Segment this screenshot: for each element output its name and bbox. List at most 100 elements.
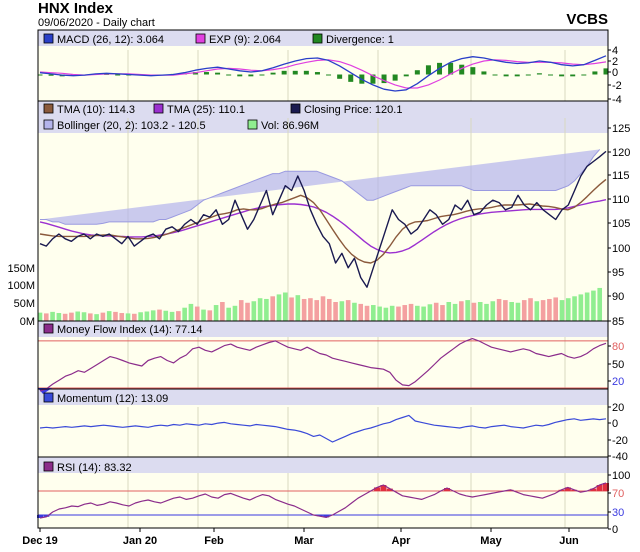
volume-bar	[352, 302, 357, 321]
rsi-overbought-fill	[444, 488, 451, 491]
mom-legend-swatch	[43, 392, 54, 403]
macd-divergence-bar	[203, 72, 209, 75]
macd-divergence-bar	[237, 74, 243, 77]
price-ytick-label: 105	[612, 218, 630, 230]
x-tick-label: Jan 20	[123, 535, 157, 547]
price-ytick-label: 90	[612, 291, 624, 303]
rsi-overbought-fill	[380, 485, 387, 491]
momentum-ytick-label: 20	[612, 402, 624, 414]
macd-divergence-bar	[503, 74, 509, 77]
tma25-legend-swatch	[153, 103, 164, 114]
volume-tick-label: 100M	[7, 280, 35, 292]
macd-divergence-bar	[559, 74, 565, 77]
boll-legend-label: Bollinger (20, 2): 103.2 - 120.5	[57, 120, 206, 132]
macd-divergence-bar	[303, 70, 309, 75]
rsi-overbought-fill	[603, 483, 609, 491]
brand-label: VCBS	[566, 11, 608, 28]
volume-bar	[402, 305, 408, 321]
volume-bar	[301, 298, 307, 321]
momentum-line	[39, 414, 607, 443]
macd-ytick-label: -4	[612, 94, 622, 106]
macd-divergence-bar	[536, 73, 542, 75]
volume-bar	[94, 314, 99, 321]
volume-bar	[314, 300, 320, 321]
volume-bar	[433, 302, 439, 321]
volume-bar	[565, 298, 571, 321]
macd-divergence-bar	[270, 72, 276, 75]
volume-bar	[37, 312, 43, 321]
volume-bar	[276, 294, 282, 321]
macd-divergence-bar	[548, 74, 554, 76]
volume-bar	[339, 301, 345, 321]
x-tick-label: Jun	[559, 535, 579, 547]
price-ytick-label: 120	[612, 147, 630, 159]
volume-bar	[371, 305, 376, 321]
volume-bar	[157, 309, 162, 321]
volume-bar	[459, 301, 464, 321]
macd-divergence-bar	[392, 74, 398, 81]
volume-bar	[75, 311, 81, 321]
rsi-ytick-label: 30	[612, 507, 624, 519]
macd-divergence-bar	[226, 74, 232, 76]
volume-bar	[358, 303, 364, 321]
volume-bar	[289, 297, 294, 321]
mfi-legend-label: Money Flow Index (14): 77.14	[57, 324, 203, 336]
volume-bar	[138, 312, 143, 321]
volume-bar	[188, 303, 194, 321]
rsi-oversold-fill	[43, 515, 50, 517]
rsi-overbought-fill	[374, 487, 381, 491]
exp-legend-swatch	[195, 33, 206, 44]
macd-divergence-bar	[570, 74, 576, 77]
volume-bar	[213, 305, 219, 321]
close-legend-swatch	[290, 103, 301, 114]
tma25-line	[39, 199, 607, 254]
volume-bar	[220, 302, 225, 321]
volume-bar	[364, 305, 370, 321]
rsi-ytick-label: 100	[612, 470, 630, 482]
div-legend-swatch	[312, 33, 323, 44]
volume-bar	[515, 302, 521, 321]
macd-divergence-bar	[459, 64, 465, 75]
macd-divergence-bar	[481, 71, 487, 75]
price-ytick-label: 115	[612, 170, 630, 182]
tma25-legend-label: TMA (25): 110.1	[167, 104, 245, 116]
volume-tick-label: 150M	[7, 263, 35, 275]
tma10-legend-label: TMA (10): 114.3	[57, 104, 135, 116]
macd-divergence-bar	[348, 74, 354, 82]
macd-divergence-bar	[492, 74, 498, 76]
volume-bar	[578, 294, 584, 321]
price-ytick-label: 125	[612, 123, 630, 135]
volume-bar	[452, 303, 458, 321]
volume-bar	[408, 303, 414, 321]
div-legend-label: Divergence: 1	[326, 34, 394, 46]
closing-price-line	[39, 150, 607, 288]
rsi-overbought-fill	[386, 488, 393, 491]
macd-divergence-bar	[603, 68, 609, 75]
momentum-ytick-label: -40	[612, 451, 628, 463]
rsi-ytick-label: 70	[612, 488, 624, 500]
rsi-ytick-label: 0	[612, 524, 618, 536]
volume-bar	[245, 302, 250, 321]
macd-divergence-bar	[403, 74, 409, 77]
volume-bar	[169, 311, 175, 321]
price-ytick-label: 95	[612, 267, 624, 279]
momentum-ytick-label: 0	[612, 418, 618, 430]
volume-bar	[396, 306, 401, 321]
volume-bar	[591, 290, 596, 321]
momentum-ytick-label: -20	[612, 435, 628, 447]
macd-divergence-bar	[370, 74, 376, 84]
chart-subtitle: 09/06/2020 - Daily chart	[38, 17, 155, 29]
volume-bar	[100, 312, 106, 321]
price-legend-bg	[38, 101, 608, 133]
volume-bar	[415, 305, 420, 321]
volume-bar	[503, 300, 508, 321]
volume-bar	[584, 292, 590, 321]
volume-bar	[484, 303, 489, 321]
price-ytick-label: 85	[612, 316, 624, 328]
volume-bar	[62, 313, 68, 321]
volume-bar	[43, 313, 49, 321]
volume-bar	[308, 298, 313, 321]
macd-divergence-bar	[425, 65, 431, 75]
volume-bar	[559, 300, 565, 321]
